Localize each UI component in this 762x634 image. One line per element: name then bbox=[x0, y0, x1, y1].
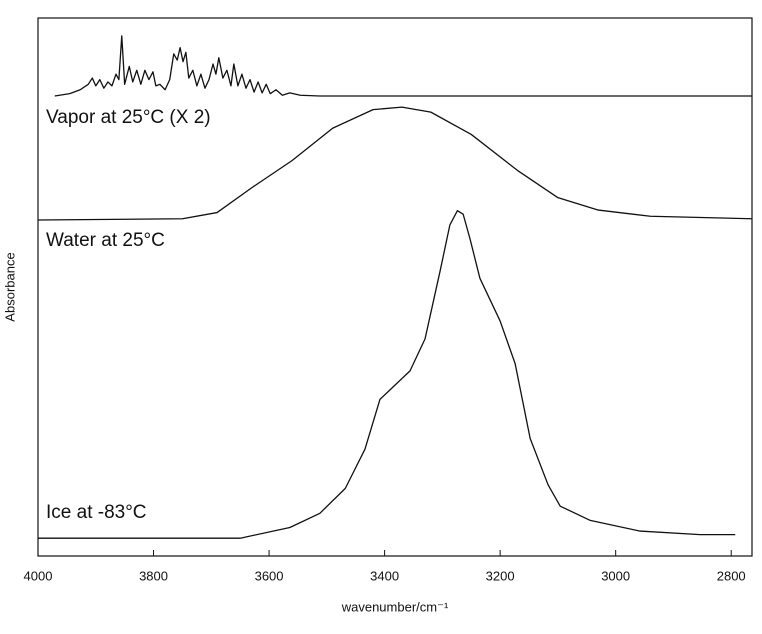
series-label: Vapor at 25°C (X 2) bbox=[46, 107, 211, 128]
x-axis-label: wavenumber/cm⁻¹ bbox=[341, 599, 449, 614]
series-label: Water at 25°C bbox=[46, 230, 165, 251]
x-tick-label: 3200 bbox=[486, 568, 515, 583]
x-tick-label: 3000 bbox=[601, 568, 630, 583]
spectrum-line bbox=[38, 210, 736, 539]
x-tick-label: 3800 bbox=[139, 568, 168, 583]
x-tick-label: 3600 bbox=[255, 568, 284, 583]
spectrum-line bbox=[54, 35, 752, 97]
plot-frame bbox=[37, 17, 753, 557]
spectrum-line bbox=[37, 106, 753, 221]
y-axis-label: Absorbance bbox=[2, 252, 17, 321]
x-tick-label: 4000 bbox=[24, 568, 53, 583]
series-label: Ice at -83°C bbox=[46, 502, 147, 523]
x-tick-label: 3400 bbox=[370, 568, 399, 583]
x-tick-label: 2800 bbox=[717, 568, 746, 583]
